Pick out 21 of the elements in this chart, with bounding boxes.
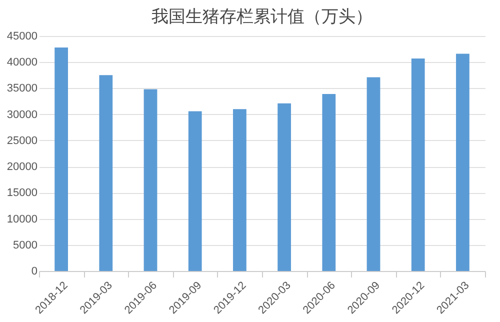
y-tick-label: 25000 — [6, 134, 38, 147]
y-tick-label: 10000 — [6, 213, 38, 226]
y-tick-label: 45000 — [6, 30, 38, 42]
bar — [278, 103, 291, 271]
bar — [411, 58, 425, 271]
y-tick-label: 35000 — [6, 82, 38, 95]
y-tick-label: 0 — [31, 266, 38, 278]
y-tick-label: 5000 — [13, 239, 38, 252]
y-tick-label: 40000 — [6, 56, 38, 69]
bar — [366, 77, 380, 271]
bar — [456, 54, 470, 271]
bar — [54, 47, 68, 271]
bar — [188, 111, 202, 271]
y-tick-label: 20000 — [6, 161, 38, 174]
bar — [144, 89, 158, 271]
bar — [322, 94, 336, 271]
bar — [99, 75, 113, 271]
y-tick-label: 15000 — [6, 187, 38, 200]
y-tick-label: 30000 — [6, 108, 38, 121]
bar — [233, 109, 246, 271]
chart-title: 我国生猪存栏累计值（万头） — [152, 7, 372, 27]
